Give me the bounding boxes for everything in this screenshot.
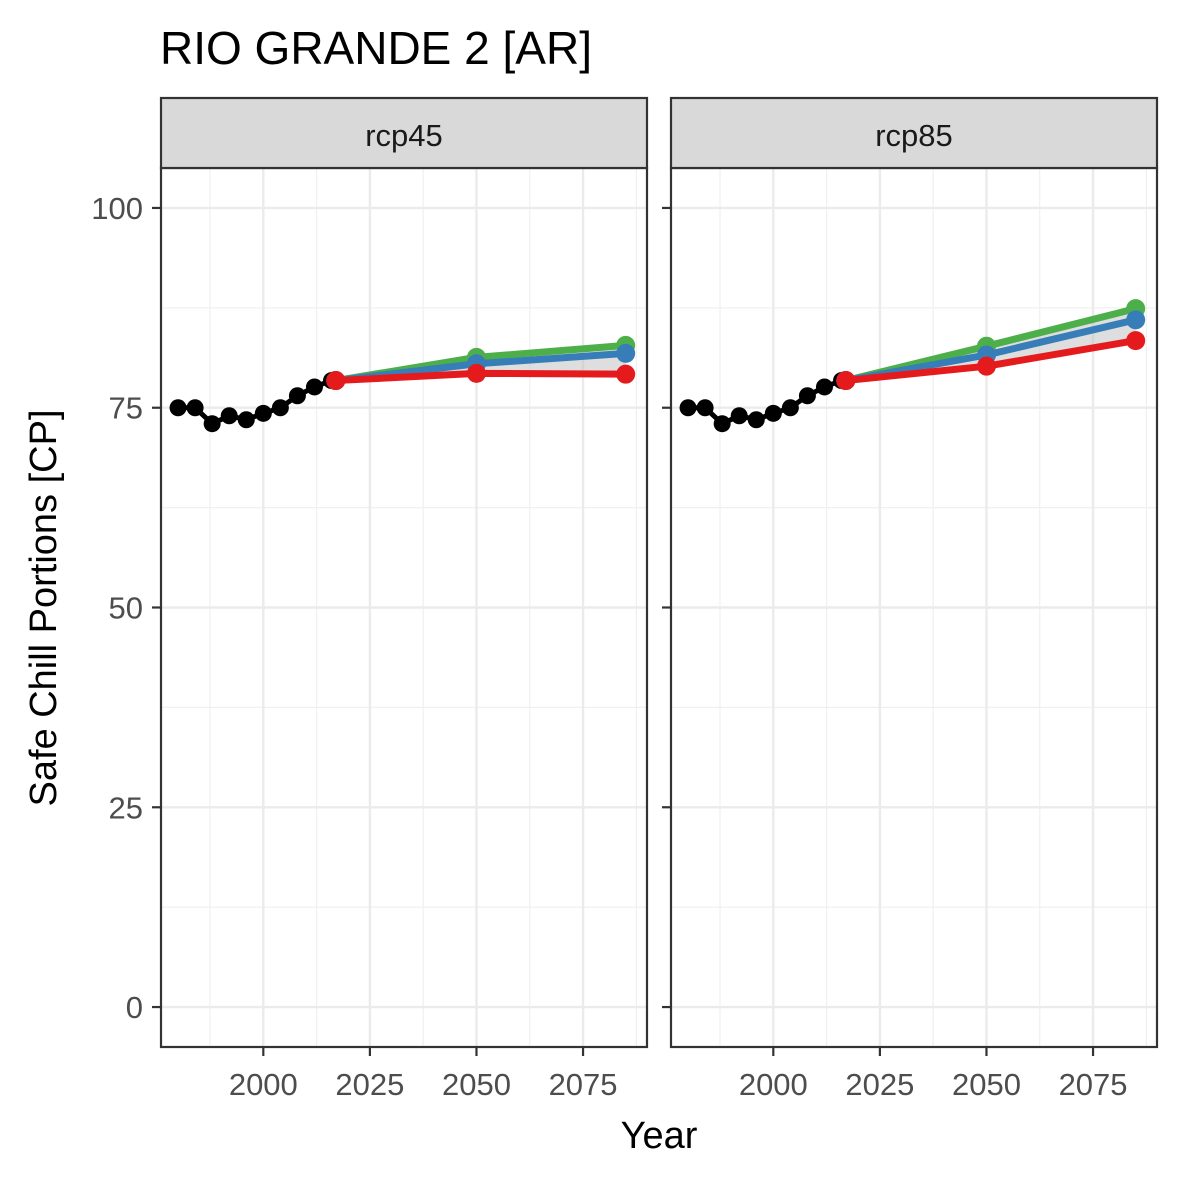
x-tick-label: 2075 [1059, 1067, 1128, 1102]
historic-point [696, 399, 714, 417]
y-tick-label: 0 [126, 990, 143, 1025]
historic-point [713, 415, 731, 433]
strip-label: rcp45 [365, 118, 443, 153]
historic-point [288, 387, 306, 405]
y-tick-label: 100 [91, 191, 143, 226]
strip-background [159, 96, 649, 170]
projection-point [1126, 310, 1146, 330]
projection-point [976, 356, 996, 376]
projection-point [326, 371, 346, 391]
x-tick-label: 2025 [845, 1067, 914, 1102]
x-tick-label: 2050 [952, 1067, 1021, 1102]
historic-point [815, 378, 833, 396]
historic-point [679, 399, 697, 417]
historic-point [186, 399, 204, 417]
historic-point [169, 399, 187, 417]
projection-series-3 [326, 363, 636, 391]
x-tick-label: 2075 [549, 1067, 618, 1102]
x-tick-label: 2025 [335, 1067, 404, 1102]
historic-point [798, 387, 816, 405]
chart-title: RIO GRANDE 2 [AR] [160, 22, 592, 74]
strip-label: rcp85 [875, 118, 953, 153]
historic-point [781, 399, 799, 417]
historic-point [203, 415, 221, 433]
historic-point [237, 411, 255, 429]
strip-background [669, 96, 1159, 170]
panel-rcp85: rcp85 2000 2025 2050 2075 [662, 96, 1159, 1102]
projection-point [836, 371, 856, 391]
y-tick-label: 25 [109, 790, 143, 825]
y-tick-label: 75 [109, 391, 143, 426]
y-axis-label: Safe Chill Portions [CP] [23, 409, 65, 806]
historic-point [254, 404, 272, 422]
x-tick-label: 2000 [229, 1067, 298, 1102]
historic-line [688, 378, 843, 427]
y-tick-label: 50 [109, 591, 143, 626]
historic-point [764, 404, 782, 422]
panels: rcp45 0 25 50 75 100 2000 2025 2050 2075 rcp85 2000… [91, 96, 1159, 1102]
historic-point [747, 411, 765, 429]
panel-rcp45: rcp45 0 25 50 75 100 2000 2025 2050 2075 [91, 96, 649, 1102]
historic-point [271, 399, 289, 417]
x-tick-label: 2050 [442, 1067, 511, 1102]
projection-band [845, 308, 1136, 381]
historic-point [305, 378, 323, 396]
historic-line [178, 378, 333, 427]
projection-point [616, 364, 636, 384]
projection-point [466, 363, 486, 383]
projection-series-3 [836, 331, 1146, 391]
x-tick-label: 2000 [739, 1067, 808, 1102]
historic-point [220, 407, 238, 425]
projection-point [616, 343, 636, 363]
projection-point [1126, 331, 1146, 351]
x-axis-label: Year [621, 1115, 698, 1157]
historic-point [730, 407, 748, 425]
